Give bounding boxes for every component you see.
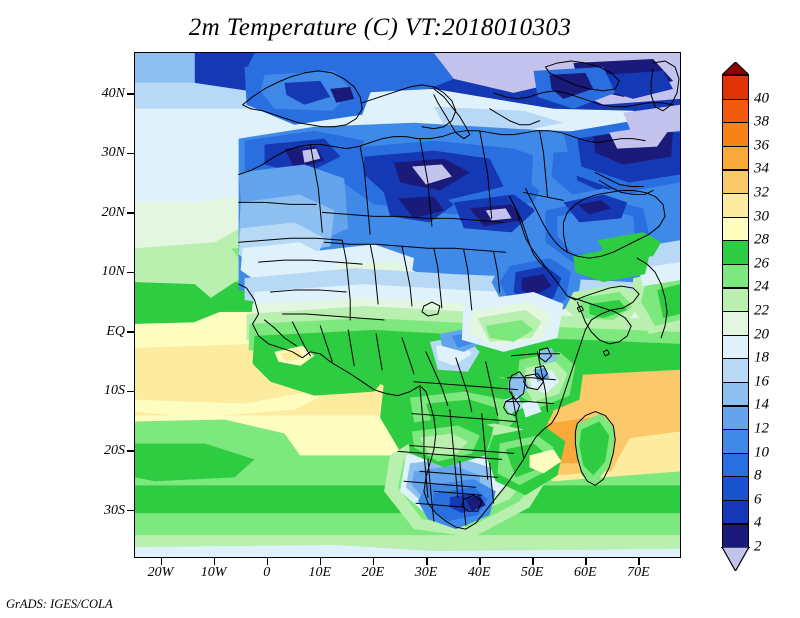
ytick-label-40N: 40N (101, 85, 125, 101)
footer-attribution: GrADS: IGES/COLA (6, 597, 113, 611)
colorbar-band (721, 429, 750, 453)
colorbar-band (721, 334, 750, 359)
colorbar-label: 18 (754, 349, 769, 366)
colorbar-band (721, 240, 750, 264)
colorbar-below-min-arrow (720, 546, 751, 573)
colorbar-label: 10 (754, 444, 769, 461)
ytick-label-30S: 30S (104, 502, 125, 518)
colorbar-band (721, 476, 750, 500)
colorbar-band (721, 98, 750, 123)
ytick-mark-30S (127, 509, 134, 512)
colorbar-band (721, 216, 750, 241)
colorbar-label: 26 (754, 255, 769, 272)
colorbar-band (721, 381, 750, 406)
colorbar-band (721, 263, 750, 288)
colorbar-label: 16 (754, 373, 769, 390)
colorbar-band (721, 405, 750, 429)
colorbar-band (721, 193, 750, 217)
xtick-mark-20E (372, 558, 375, 565)
xtick-label-50E: 50E (520, 565, 544, 580)
colorbar-label: 8 (754, 467, 762, 484)
colorbar-band (721, 75, 750, 99)
colorbar-label: 24 (754, 278, 769, 295)
colorbar-label: 30 (754, 208, 769, 225)
xtick-label-10W: 10W (200, 565, 227, 580)
xtick-label-30E: 30E (414, 565, 438, 580)
ytick-mark-10N (127, 271, 134, 274)
colorbar-label: 38 (754, 113, 769, 130)
ytick-label-30N: 30N (101, 145, 125, 161)
xtick-mark-10W (213, 558, 216, 565)
xtick-label-10E: 10E (308, 565, 332, 580)
ytick-mark-40N (127, 93, 134, 95)
temperature-field-map (135, 53, 680, 557)
colorbar-band (721, 287, 750, 311)
colorbar-label: 40 (754, 90, 769, 107)
colorbar-label: 36 (754, 137, 769, 154)
page-title: 2m Temperature (C) VT:2018010303 (188, 14, 572, 41)
xtick-mark-0 (266, 558, 269, 565)
map-plot-area (134, 52, 681, 558)
colorbar-band (721, 499, 750, 524)
colorbar-label: 4 (754, 514, 762, 531)
xtick-mark-10E (319, 558, 322, 565)
ytick-mark-30N (127, 152, 134, 154)
ytick-label-20N: 20N (101, 204, 125, 220)
ytick-mark-20N (127, 212, 134, 214)
colorbar-band (721, 452, 750, 477)
xtick-label-20W: 20W (147, 565, 174, 580)
colorbar-label: 20 (754, 326, 769, 343)
ytick-mark-20S (127, 450, 134, 452)
xtick-label-60E: 60E (574, 565, 597, 580)
xtick-mark-70E (638, 558, 640, 565)
colorbar-label: 12 (754, 420, 769, 437)
colorbar-label: 22 (754, 302, 769, 319)
colorbar-label: 6 (754, 491, 762, 508)
xtick-label-0: 0 (263, 565, 271, 580)
xtick-label-20E: 20E (361, 565, 385, 580)
ytick-label-10N: 10N (101, 264, 125, 280)
colorbar-label: 28 (754, 231, 769, 248)
colorbar-label: 32 (754, 184, 769, 201)
colorbar-above-max-arrow (720, 61, 751, 76)
colorbar-label: 14 (754, 396, 769, 413)
xtick-label-40E: 40E (467, 565, 491, 580)
colorbar-band (721, 169, 750, 193)
xtick-mark-20W (160, 558, 162, 565)
ytick-label-10S: 10S (104, 383, 125, 399)
xtick-mark-60E (585, 558, 587, 565)
colorbar-label: 34 (754, 160, 769, 177)
ytick-label-EQ: EQ (106, 323, 125, 339)
colorbar-band (721, 523, 750, 547)
colorbar-band (721, 358, 750, 382)
xtick-mark-50E (532, 558, 534, 565)
ytick-mark-10S (127, 390, 134, 393)
xtick-label-70E: 70E (627, 565, 650, 580)
ytick-label-20S: 20S (104, 443, 125, 458)
xtick-mark-30E (426, 558, 428, 565)
colorbar-band (721, 311, 750, 335)
colorbar-band (721, 145, 750, 170)
xtick-mark-40E (479, 558, 481, 565)
ytick-mark-EQ (127, 331, 134, 333)
colorbar-label: 2 (754, 538, 762, 555)
colorbar-band (721, 122, 750, 146)
